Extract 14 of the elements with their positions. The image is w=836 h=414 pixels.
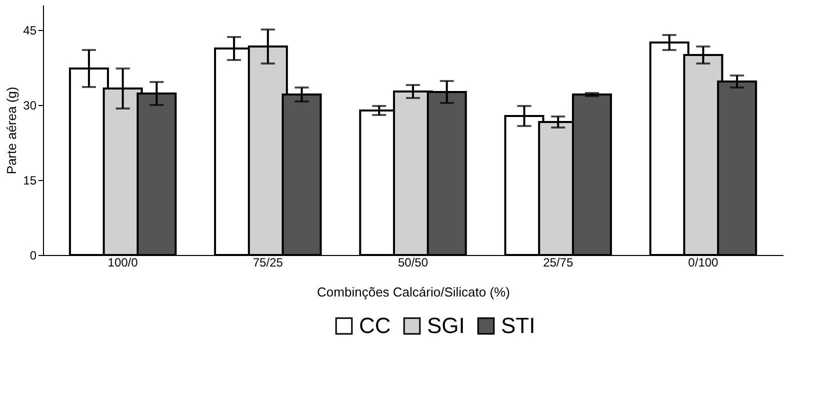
legend-label: STI <box>501 313 536 338</box>
y-tick-label: 0 <box>30 248 37 262</box>
x-tick-label: 75/25 <box>252 256 284 270</box>
x-tick-label: 100/0 <box>108 256 138 270</box>
legend-label: CC <box>359 313 391 338</box>
y-tick-label: 30 <box>23 98 37 112</box>
y-tick-label: 15 <box>23 174 37 188</box>
x-tick-label: 25/75 <box>543 256 574 270</box>
y-axis-title: Parte aérea (g) <box>4 86 20 174</box>
y-tick-label: 45 <box>23 24 37 38</box>
legend-label: SGI <box>427 313 465 338</box>
x-tick-label: 0/100 <box>688 256 719 270</box>
x-axis-title: Combinções Calcário/Silicato (%) <box>317 284 510 300</box>
x-tick-label: 50/50 <box>398 256 428 270</box>
